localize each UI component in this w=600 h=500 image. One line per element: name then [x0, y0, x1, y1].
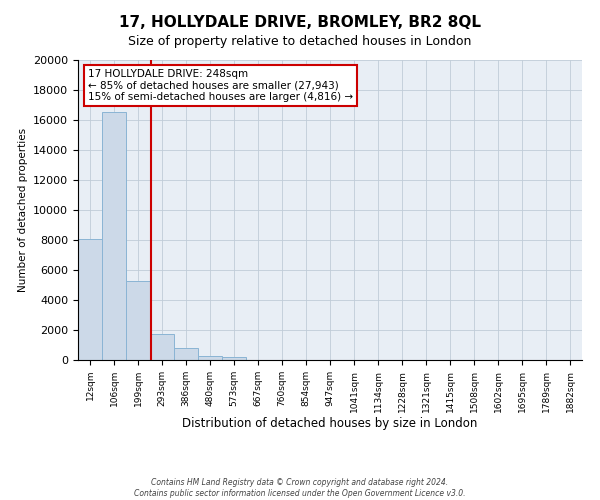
Text: Size of property relative to detached houses in London: Size of property relative to detached ho… [128, 35, 472, 48]
Text: 17 HOLLYDALE DRIVE: 248sqm
← 85% of detached houses are smaller (27,943)
15% of : 17 HOLLYDALE DRIVE: 248sqm ← 85% of deta… [88, 69, 353, 102]
Bar [78, 238, 102, 360]
Bar [174, 348, 198, 360]
Bar [198, 356, 222, 360]
Bar [102, 112, 126, 360]
Bar [222, 357, 246, 360]
Bar [126, 280, 150, 360]
Text: Contains HM Land Registry data © Crown copyright and database right 2024.
Contai: Contains HM Land Registry data © Crown c… [134, 478, 466, 498]
Y-axis label: Number of detached properties: Number of detached properties [17, 128, 28, 292]
Text: 17, HOLLYDALE DRIVE, BROMLEY, BR2 8QL: 17, HOLLYDALE DRIVE, BROMLEY, BR2 8QL [119, 15, 481, 30]
X-axis label: Distribution of detached houses by size in London: Distribution of detached houses by size … [182, 418, 478, 430]
Bar [150, 334, 174, 360]
